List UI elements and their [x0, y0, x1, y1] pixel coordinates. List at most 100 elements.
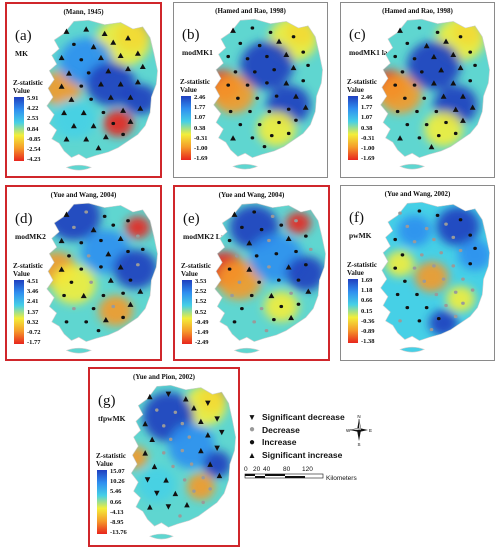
station-marker	[405, 306, 410, 310]
korea-map	[214, 202, 326, 354]
map-panel-c: (Hamed and Rao, 1998) (c) modMK1 lag-3 Z-st…	[340, 2, 495, 178]
station-marker	[468, 50, 473, 54]
station-marker	[58, 237, 65, 244]
station-marker	[269, 134, 274, 138]
station-marker	[58, 83, 65, 89]
station-marker	[99, 238, 103, 243]
station-marker	[162, 451, 166, 455]
ramp-tick: 10.26	[110, 478, 125, 486]
station-marker	[226, 54, 231, 59]
scale-tick: 40	[263, 466, 271, 473]
station-marker	[265, 81, 269, 85]
station-marker	[187, 435, 192, 439]
station-marker	[285, 264, 292, 270]
station-marker	[228, 109, 233, 114]
station-marker	[70, 123, 77, 129]
station-marker	[238, 41, 243, 46]
station-marker	[294, 249, 298, 254]
station-marker	[301, 50, 306, 54]
station-marker	[121, 132, 125, 137]
station-marker	[267, 265, 271, 269]
station-marker	[429, 327, 434, 332]
station-marker	[189, 462, 194, 466]
ramp-tick: -0.89	[361, 327, 375, 335]
station-marker	[435, 213, 440, 218]
station-marker	[105, 251, 112, 257]
station-marker	[398, 211, 402, 215]
station-marker	[91, 307, 96, 311]
station-marker	[248, 109, 252, 114]
ramp-tick: -1.49	[195, 328, 209, 336]
station-marker	[461, 301, 465, 305]
ramp-tick: -4.13	[110, 508, 124, 516]
station-marker	[424, 226, 429, 231]
station-marker	[205, 432, 211, 438]
station-marker	[453, 314, 458, 319]
ramp-tick: 0.66	[110, 498, 122, 506]
station-marker	[154, 490, 160, 497]
station-marker	[62, 293, 66, 298]
station-marker	[142, 420, 148, 427]
zstat-label: Z-statistic Value	[13, 79, 43, 95]
black-dot-icon: ●	[248, 436, 256, 448]
station-marker	[290, 64, 297, 71]
station-marker	[98, 81, 104, 87]
station-marker	[294, 219, 298, 223]
color-ramp	[14, 280, 24, 344]
panel-citation: (Yue and Pion, 2002)	[133, 373, 195, 381]
station-marker	[90, 226, 97, 233]
korea-map	[380, 18, 490, 170]
station-marker	[460, 93, 466, 99]
station-marker	[102, 214, 107, 219]
station-marker	[412, 83, 417, 87]
panel-citation: (Hamed and Rao, 1998)	[215, 7, 286, 15]
station-marker	[140, 247, 145, 251]
station-marker	[436, 134, 441, 138]
station-marker	[274, 94, 279, 98]
station-marker	[417, 136, 422, 140]
station-marker	[191, 405, 197, 411]
station-marker	[142, 450, 148, 456]
station-marker	[125, 35, 131, 41]
map-panel-g: (Yue and Pion, 2002) (g) tfpwMK Z-statistic…	[88, 367, 240, 547]
legend-item-increase: ● Increase	[245, 436, 345, 449]
station-marker	[227, 267, 232, 271]
station-marker	[120, 107, 127, 113]
station-marker	[431, 80, 437, 86]
panel-letter: (d)	[15, 211, 33, 227]
station-marker	[264, 328, 269, 333]
station-marker	[458, 35, 463, 39]
ramp-tick: 3.46	[27, 288, 39, 296]
station-marker	[259, 307, 264, 311]
station-marker	[232, 320, 237, 324]
station-marker	[434, 292, 439, 297]
scale-tick: 20	[253, 466, 261, 473]
ramp-tick: 15.07	[110, 468, 125, 475]
station-marker	[231, 211, 238, 217]
ramp-tick: 1.18	[361, 287, 373, 295]
ramp-tick: 2.52	[195, 288, 207, 296]
scale-unit: Kilometers	[326, 475, 357, 482]
station-marker	[283, 51, 290, 57]
ramp-tick: 0.52	[195, 308, 207, 316]
panel-method: modMK2	[15, 232, 46, 241]
station-marker	[117, 52, 124, 58]
station-marker	[432, 264, 436, 268]
station-marker	[61, 109, 68, 116]
station-marker	[257, 280, 261, 284]
station-marker	[111, 223, 116, 227]
station-marker	[58, 266, 65, 272]
station-marker	[460, 117, 466, 123]
station-marker	[171, 464, 175, 469]
station-marker	[435, 30, 440, 35]
station-marker	[276, 38, 282, 44]
station-marker	[214, 445, 220, 452]
station-marker	[107, 94, 114, 100]
color-ramp-ticks: 5.91 4.22 2.53 0.84 -0.85 -2.54 -4.23	[27, 94, 41, 165]
compass-rose: N S W E	[345, 413, 373, 452]
station-marker	[89, 280, 93, 284]
station-marker	[439, 251, 443, 255]
station-marker	[136, 234, 140, 238]
station-marker	[165, 391, 172, 397]
station-marker	[403, 279, 407, 283]
